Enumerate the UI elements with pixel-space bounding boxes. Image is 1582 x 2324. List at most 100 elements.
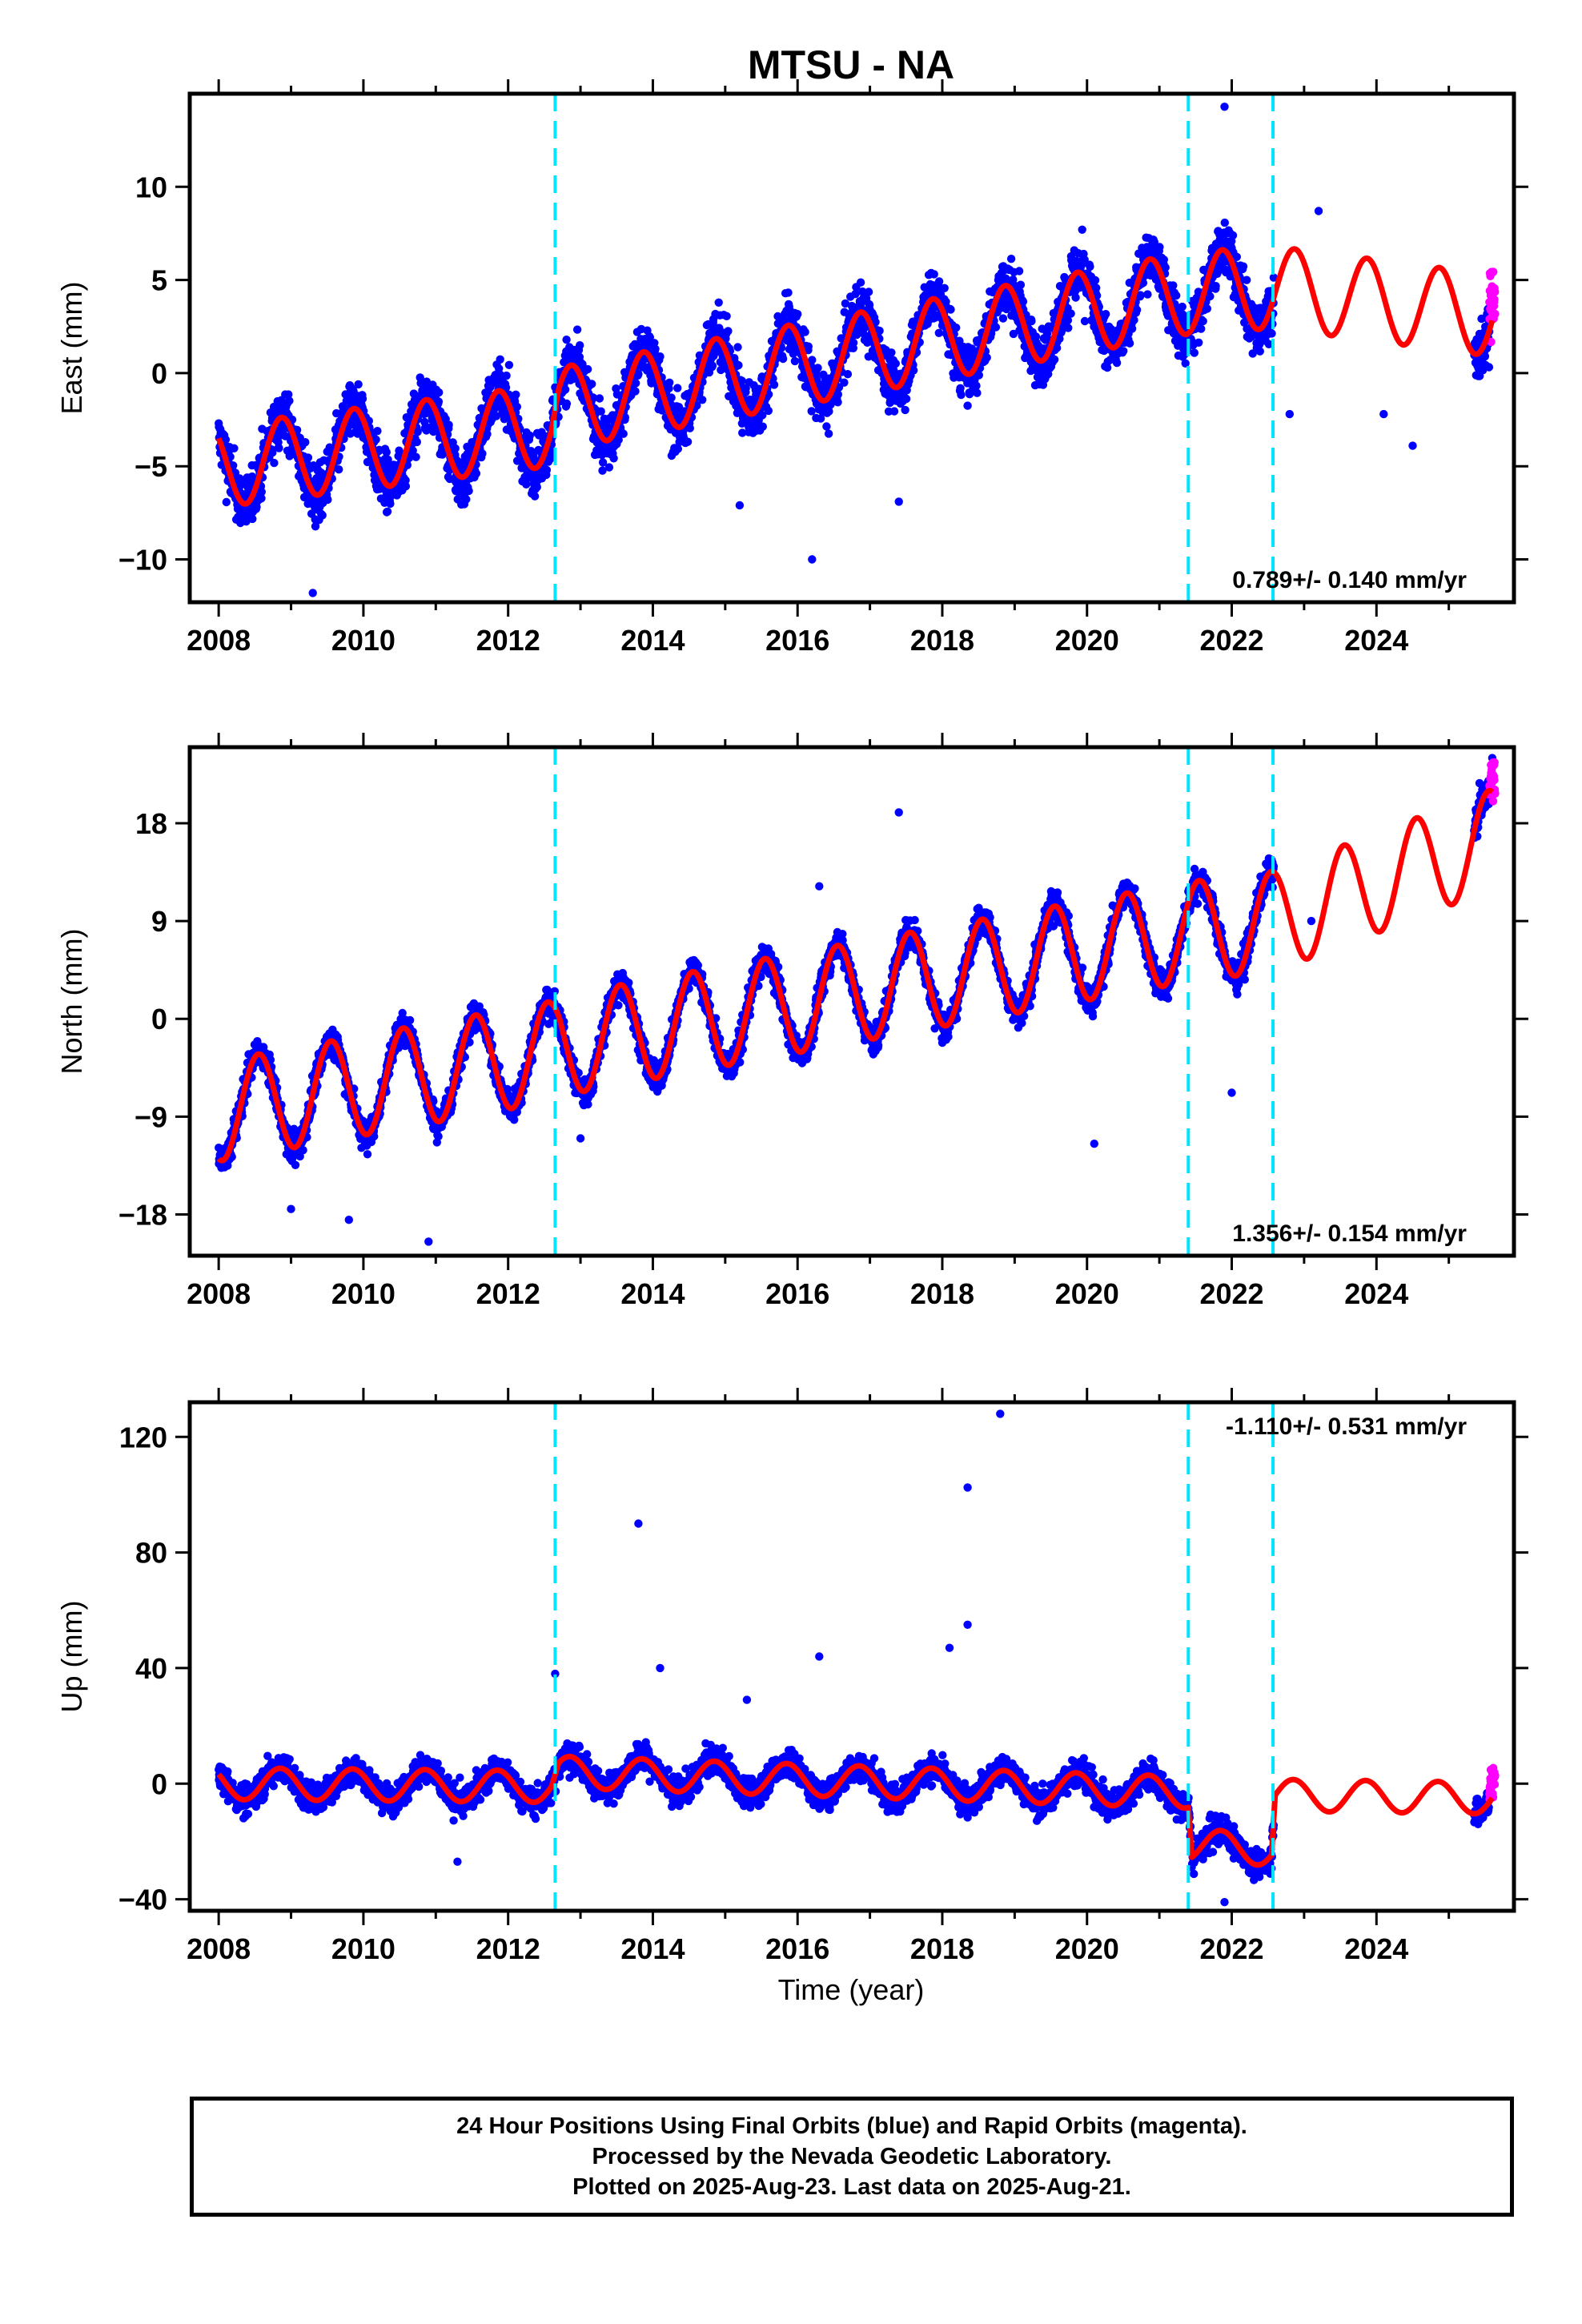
data-point	[972, 381, 981, 390]
data-point	[1239, 262, 1248, 271]
data-point	[1232, 252, 1242, 261]
x-tick-label: 2024	[1344, 624, 1408, 657]
data-point	[1243, 275, 1251, 284]
data-point	[824, 429, 833, 438]
data-point	[373, 427, 382, 436]
data-point	[382, 448, 391, 456]
data-point	[444, 420, 453, 429]
data-point	[778, 354, 788, 364]
data-point	[572, 325, 582, 334]
data-point	[1206, 292, 1215, 301]
data-point	[946, 305, 955, 314]
data-point	[784, 288, 793, 297]
data-point	[462, 495, 471, 504]
data-point	[229, 461, 238, 470]
data-point	[1050, 355, 1059, 364]
data-point	[562, 336, 571, 344]
data-point	[595, 394, 604, 403]
outlier-point	[894, 497, 903, 506]
data-point	[401, 482, 411, 491]
data-point	[833, 398, 842, 407]
outlier-point	[308, 589, 317, 597]
data-point	[822, 422, 831, 431]
data-point	[1155, 243, 1164, 251]
data-point	[1078, 225, 1086, 234]
data-point	[257, 488, 266, 497]
y-axis-label-east: East (mm)	[55, 282, 88, 415]
data-point	[887, 348, 896, 357]
data-point	[667, 393, 676, 402]
data-point	[734, 360, 743, 370]
data-point	[1125, 339, 1134, 348]
data-point	[412, 437, 421, 447]
data-point	[856, 278, 865, 287]
data-point	[525, 431, 534, 440]
y-tick-label: −5	[135, 450, 167, 483]
data-point	[793, 310, 802, 319]
chart-title: MTSU - NA	[748, 42, 954, 87]
data-point	[386, 499, 395, 509]
rate-label-east: 0.789+/- 0.140 mm/yr	[1232, 567, 1467, 593]
data-point	[991, 323, 1001, 332]
panels: 2008 2010 2012 2014 2016 2018 2020 2022 20241050…	[55, 79, 1528, 1965]
data-point	[268, 448, 277, 457]
data-point	[934, 277, 944, 286]
data-point	[562, 399, 572, 408]
x-tick-label: 2010	[331, 624, 396, 657]
data-point	[1090, 275, 1100, 285]
data-point	[1203, 304, 1212, 313]
data-point	[957, 390, 966, 400]
data-point	[1112, 358, 1122, 368]
data-point	[1190, 348, 1199, 357]
data-point	[1197, 324, 1206, 333]
outlier-point	[1314, 207, 1323, 215]
outlier-point	[1285, 409, 1295, 419]
data-point	[504, 360, 514, 369]
data-point	[502, 371, 511, 380]
data-point	[1195, 338, 1203, 347]
data-point	[1006, 255, 1016, 263]
data-point	[963, 401, 972, 410]
panel-north: 2008 2010 2012 2014 2016 2018 2020 2022 20241890…	[55, 733, 1528, 1310]
data-point	[901, 394, 911, 404]
data-point	[1086, 262, 1094, 271]
data-point	[982, 353, 991, 362]
data-point	[596, 407, 605, 416]
data-point	[673, 384, 682, 392]
plot-area-north	[215, 747, 1500, 1256]
data-point	[685, 424, 694, 432]
data-point	[864, 287, 873, 296]
data-point	[478, 449, 487, 458]
data-point	[849, 338, 858, 348]
data-point	[1014, 267, 1024, 275]
data-point	[790, 356, 800, 366]
y-tick-label: −10	[118, 544, 167, 577]
data-point	[1027, 316, 1036, 326]
data-point	[1255, 347, 1265, 356]
data-point	[1130, 316, 1138, 324]
plot-area-east	[215, 94, 1500, 602]
data-point	[722, 312, 731, 320]
data-point	[1071, 293, 1080, 302]
final-orbit-points-east	[215, 103, 1494, 597]
data-point	[1143, 290, 1152, 299]
x-tick-label: 2008	[187, 624, 251, 657]
panel-east: 2008 2010 2012 2014 2016 2018 2020 2022 20241050…	[55, 79, 1528, 657]
y-tick-label: 5	[151, 264, 167, 297]
data-point	[1199, 316, 1207, 326]
data-point	[974, 371, 984, 380]
data-point	[665, 378, 674, 387]
data-point	[221, 435, 231, 444]
data-point	[312, 473, 321, 483]
data-point	[383, 507, 392, 516]
data-point	[673, 444, 682, 453]
data-point	[930, 270, 938, 279]
data-point	[1228, 231, 1238, 240]
data-point	[299, 1146, 307, 1155]
data-point	[631, 379, 640, 388]
data-point	[1064, 324, 1073, 332]
data-point	[708, 361, 717, 370]
data-point	[1169, 281, 1178, 290]
data-point	[1016, 280, 1026, 289]
data-point	[270, 458, 279, 468]
